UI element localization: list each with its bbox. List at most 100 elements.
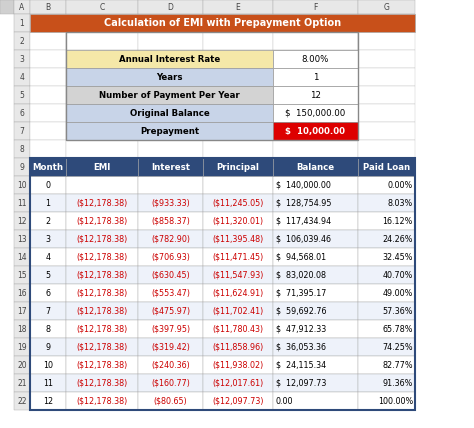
Text: G: G [383, 3, 390, 12]
Text: Calculation of EMI with Prepayment Option: Calculation of EMI with Prepayment Optio… [104, 18, 341, 28]
Text: 12: 12 [43, 396, 53, 405]
Text: ($630.45): ($630.45) [151, 270, 190, 279]
Bar [66, 194, 138, 212]
Bar [358, 356, 415, 374]
Bar [30, 104, 66, 122]
Bar [273, 50, 358, 68]
Text: 18: 18 [17, 324, 27, 333]
Bar [138, 122, 203, 140]
Bar [66, 104, 138, 122]
Text: ($11,245.05): ($11,245.05) [212, 199, 264, 208]
Text: ($12,178.38): ($12,178.38) [76, 270, 128, 279]
Bar [358, 14, 415, 32]
Bar [14, 14, 30, 32]
Text: ($240.36): ($240.36) [151, 360, 190, 369]
Bar [66, 104, 273, 122]
Text: $  71,395.17: $ 71,395.17 [276, 288, 327, 297]
Bar [138, 86, 203, 104]
Bar [30, 86, 66, 104]
Bar [358, 158, 415, 176]
Text: 3: 3 [19, 54, 25, 63]
Bar [66, 68, 273, 86]
Bar [358, 230, 415, 248]
Bar [14, 302, 30, 320]
Text: ($11,547.93): ($11,547.93) [212, 270, 264, 279]
Bar [14, 230, 30, 248]
Text: $  128,754.95: $ 128,754.95 [276, 199, 331, 208]
Text: ($933.33): ($933.33) [151, 199, 190, 208]
Bar [138, 212, 203, 230]
Bar [358, 104, 415, 122]
Bar [66, 50, 138, 68]
Bar [14, 374, 30, 392]
Bar [203, 0, 273, 14]
Bar [66, 176, 138, 194]
Bar [66, 338, 138, 356]
Bar [138, 392, 203, 410]
Bar [203, 374, 273, 392]
Text: 20: 20 [17, 360, 27, 369]
Bar [203, 248, 273, 266]
Text: 10: 10 [43, 360, 53, 369]
Bar [203, 104, 273, 122]
Bar [66, 158, 138, 176]
Bar [30, 302, 66, 320]
Bar [14, 68, 30, 86]
Bar [30, 392, 66, 410]
Bar [14, 266, 30, 284]
Text: 15: 15 [17, 270, 27, 279]
Bar [273, 86, 358, 104]
Text: 9: 9 [19, 163, 25, 172]
Text: ($12,178.38): ($12,178.38) [76, 235, 128, 244]
Text: $  10,000.00: $ 10,000.00 [285, 127, 346, 136]
Bar [358, 266, 415, 284]
Bar [273, 194, 358, 212]
Bar [14, 284, 30, 302]
Bar [30, 194, 66, 212]
Bar [273, 302, 358, 320]
Bar [273, 212, 358, 230]
Bar [273, 14, 358, 32]
Text: 57.36%: 57.36% [383, 306, 413, 315]
Text: 6: 6 [46, 288, 51, 297]
Bar [138, 230, 203, 248]
Bar [30, 158, 415, 410]
Bar [273, 122, 358, 140]
Bar [358, 284, 415, 302]
Bar [14, 158, 30, 176]
Bar [138, 14, 203, 32]
Bar [138, 248, 203, 266]
Bar [273, 284, 358, 302]
Text: $  24,115.34: $ 24,115.34 [276, 360, 326, 369]
Bar [66, 140, 138, 158]
Text: B: B [46, 3, 51, 12]
Text: 2: 2 [46, 217, 51, 226]
Bar [66, 32, 358, 140]
Text: Paid Loan: Paid Loan [363, 163, 410, 172]
Text: 12: 12 [310, 90, 321, 99]
Bar [66, 392, 138, 410]
Text: Balance: Balance [296, 163, 335, 172]
Bar [273, 122, 358, 140]
Bar [66, 320, 138, 338]
Bar [30, 356, 66, 374]
Bar [358, 212, 415, 230]
Bar [14, 104, 30, 122]
Bar [273, 86, 358, 104]
Bar [358, 320, 415, 338]
Bar [14, 338, 30, 356]
Bar [273, 230, 358, 248]
Bar [14, 392, 30, 410]
Bar [273, 392, 358, 410]
Bar [273, 104, 358, 122]
Bar [14, 194, 30, 212]
Text: $  117,434.94: $ 117,434.94 [276, 217, 331, 226]
Bar [273, 356, 358, 374]
Bar [203, 158, 273, 176]
Bar [66, 122, 138, 140]
Text: Years: Years [156, 72, 183, 81]
Bar [66, 374, 138, 392]
Text: ($11,471.45): ($11,471.45) [212, 253, 264, 262]
Bar [203, 158, 273, 176]
Bar [138, 194, 203, 212]
